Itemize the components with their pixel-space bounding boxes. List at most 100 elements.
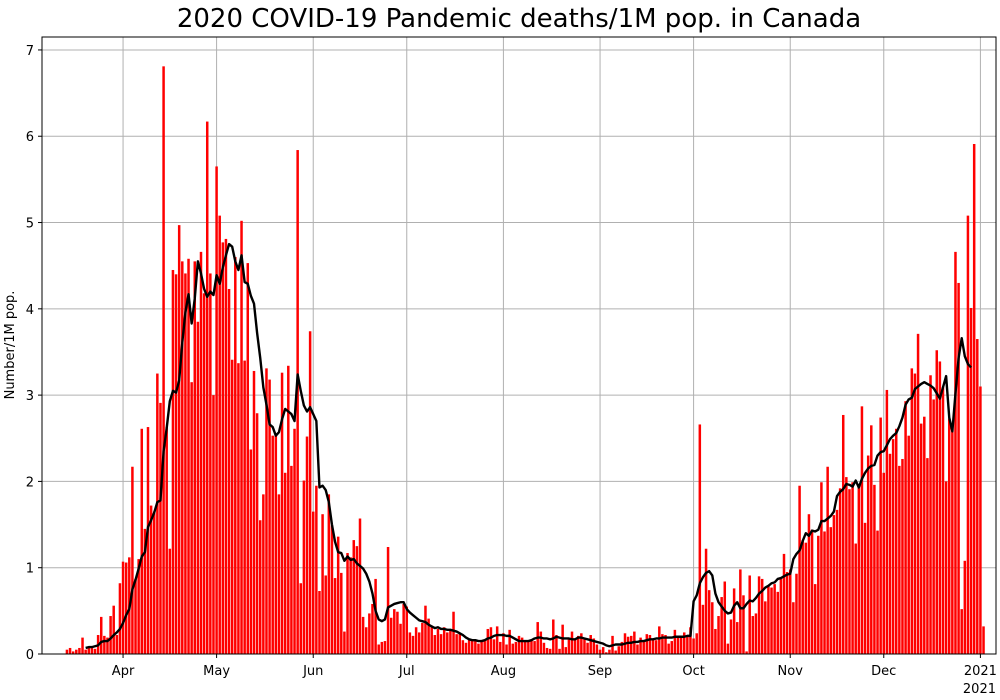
- bar: [589, 635, 592, 654]
- bar: [873, 484, 876, 654]
- y-tick-label: 0: [26, 648, 34, 663]
- bar: [124, 562, 128, 654]
- bar: [651, 639, 655, 654]
- bar: [785, 572, 789, 654]
- bar: [305, 436, 309, 654]
- bar: [290, 465, 293, 654]
- bar: [330, 525, 334, 654]
- bar: [205, 121, 209, 655]
- bar: [258, 520, 262, 654]
- bar: [976, 339, 979, 654]
- bar: [533, 641, 536, 654]
- bar: [199, 251, 203, 654]
- bar: [93, 648, 97, 654]
- bar: [851, 482, 854, 654]
- bar: [654, 640, 658, 654]
- bar: [798, 485, 801, 654]
- bar: [982, 626, 985, 654]
- bar: [901, 458, 904, 654]
- bar: [430, 625, 433, 654]
- bar: [583, 639, 586, 654]
- bar: [171, 269, 175, 654]
- bar: [405, 606, 409, 654]
- y-tick-label: 3: [26, 389, 34, 404]
- bar: [439, 634, 443, 654]
- bar: [252, 370, 256, 654]
- bar: [552, 619, 555, 654]
- bar: [941, 387, 945, 654]
- bar: [308, 331, 312, 654]
- bar: [658, 626, 661, 654]
- bar: [467, 638, 471, 654]
- bar: [845, 477, 848, 654]
- bar: [181, 261, 184, 654]
- bar: [748, 575, 751, 654]
- bar: [162, 66, 165, 655]
- bar: [667, 643, 670, 654]
- bar: [910, 368, 914, 654]
- bar: [455, 634, 458, 654]
- bar: [695, 633, 698, 654]
- bar: [938, 361, 942, 654]
- bar: [327, 494, 331, 654]
- bar: [240, 220, 243, 654]
- bar: [841, 414, 845, 654]
- bar: [81, 637, 84, 654]
- bar: [960, 609, 963, 654]
- moving-average-line: [85, 242, 972, 650]
- bar: [315, 485, 318, 654]
- bar: [788, 569, 792, 654]
- y-axis-label: Number/1M pop.: [3, 291, 18, 400]
- bar: [764, 601, 767, 654]
- bar: [923, 416, 926, 654]
- bar: [739, 569, 742, 654]
- bar: [617, 646, 621, 654]
- bar: [573, 638, 577, 654]
- bar: [408, 632, 412, 654]
- bar: [480, 641, 483, 654]
- bar: [502, 633, 505, 654]
- bar: [355, 546, 359, 654]
- bar: [863, 522, 867, 654]
- bar: [972, 144, 976, 654]
- bar: [879, 417, 882, 654]
- bar: [520, 637, 524, 654]
- bar: [268, 379, 271, 654]
- bar: [433, 635, 437, 654]
- bar: [271, 435, 274, 654]
- bar: [829, 527, 833, 654]
- bar: [424, 605, 427, 654]
- bar: [891, 439, 895, 654]
- bar: [499, 641, 502, 654]
- bar: [131, 466, 134, 654]
- y-tick-label: 4: [26, 303, 34, 318]
- bar: [776, 591, 780, 654]
- bar: [898, 465, 901, 654]
- bar: [65, 649, 69, 654]
- bar: [396, 611, 399, 654]
- bar: [820, 482, 823, 654]
- bar: [882, 472, 886, 654]
- bar: [782, 553, 786, 654]
- bar: [374, 578, 377, 654]
- bar: [804, 542, 808, 654]
- bar: [177, 225, 181, 654]
- bar: [103, 635, 106, 654]
- bar: [714, 628, 717, 654]
- bar: [648, 635, 652, 654]
- bar: [801, 540, 804, 654]
- bar: [361, 616, 365, 654]
- bar: [227, 288, 231, 654]
- bar: [196, 321, 200, 654]
- bar: [299, 583, 303, 654]
- bar: [352, 540, 356, 654]
- bar: [152, 511, 156, 654]
- bar: [492, 639, 496, 654]
- bar: [894, 428, 898, 654]
- bar: [854, 543, 857, 654]
- bar: [87, 647, 91, 654]
- bar: [929, 375, 932, 654]
- bar: [215, 166, 218, 655]
- bar: [461, 640, 465, 654]
- bar: [421, 622, 424, 654]
